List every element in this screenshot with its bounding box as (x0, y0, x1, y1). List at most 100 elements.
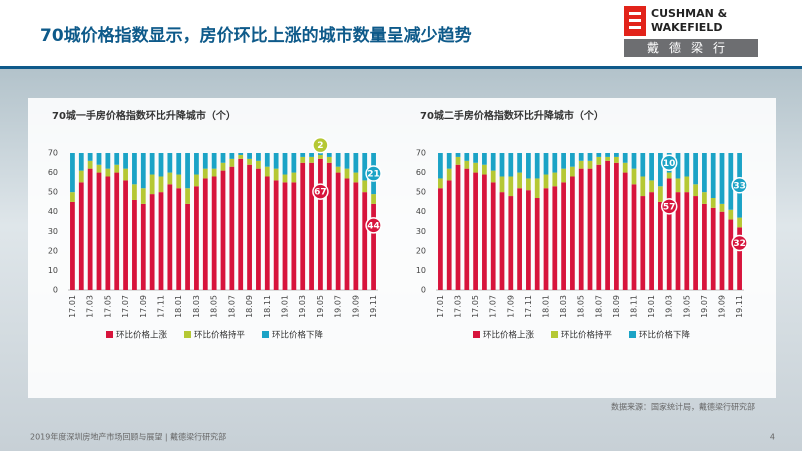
y-tick-label: 20 (48, 246, 58, 255)
legend-swatch (473, 331, 480, 338)
bar-segment (693, 184, 698, 197)
y-tick-label: 10 (416, 266, 426, 275)
bar-segment (464, 153, 470, 161)
bar-segment (517, 188, 522, 290)
legend-swatch (629, 331, 636, 338)
bar-segment (202, 168, 208, 179)
bar-segment (273, 180, 279, 290)
chart-title: 70城二手房价格指数环比升降城市（个） (420, 109, 604, 122)
x-tick-label: 19.07 (334, 295, 343, 318)
bar-segment (282, 174, 288, 183)
bar-segment (256, 153, 261, 161)
bar-segment (309, 162, 314, 290)
data-label-badge (312, 183, 329, 200)
bar-segment (318, 153, 323, 155)
x-tick-label: 18.09 (612, 295, 621, 318)
y-tick-label: 40 (48, 207, 58, 216)
y-tick-label: 40 (416, 207, 426, 216)
bar-segment (149, 194, 155, 290)
bar-segment (587, 168, 593, 290)
x-tick-label: 17.09 (139, 295, 148, 318)
bar-segment (490, 170, 496, 183)
bar-segment (482, 153, 487, 165)
bar-segment (300, 153, 306, 157)
bar-segment (719, 203, 725, 212)
bar-segment (176, 174, 182, 189)
bar-segment (318, 154, 323, 159)
bar-segment (132, 199, 137, 290)
bar-segment (326, 162, 332, 290)
y-tick-label: 70 (416, 149, 426, 158)
bar-segment (596, 153, 602, 157)
x-tick-label: 19.11 (369, 295, 378, 318)
bar-segment (728, 153, 734, 210)
bar-segment (362, 153, 368, 181)
logo-stripe (629, 26, 641, 29)
legend-label: 环比价格上涨 (483, 330, 535, 341)
bar-segment (658, 153, 663, 187)
page-number: 4 (770, 433, 775, 442)
data-label-badge (365, 217, 382, 234)
data-label: 21 (367, 170, 380, 180)
bar-segment (552, 186, 558, 290)
bar-segment (702, 192, 707, 204)
bar-segment (123, 153, 128, 169)
bar-segment (273, 153, 279, 169)
data-label-badge (365, 165, 382, 182)
bar-segment (508, 176, 514, 197)
x-tick-label: 19.01 (647, 295, 656, 318)
bar-segment (353, 182, 359, 290)
bar-segment (640, 196, 646, 290)
x-tick-label: 18.11 (630, 295, 639, 318)
bar-segment (273, 168, 279, 181)
bar-segment (264, 153, 270, 167)
x-tick-label: 19.09 (351, 295, 360, 318)
bar-segment (526, 153, 531, 179)
bar-segment (362, 180, 368, 193)
bar-segment (534, 178, 540, 199)
bar-segment (167, 172, 173, 185)
data-label: 57 (663, 202, 676, 212)
bar-segment (658, 186, 663, 202)
bar-segment (158, 176, 164, 193)
y-tick-label: 50 (416, 188, 426, 197)
bar-segment (499, 192, 505, 290)
logo-band (624, 39, 758, 57)
bar-segment (578, 153, 584, 161)
bar-segment (194, 174, 199, 187)
bar-segment (640, 153, 646, 177)
bar-segment (622, 162, 628, 173)
x-tick-label: 17.03 (454, 295, 463, 318)
bar-segment (666, 172, 672, 179)
bar-segment (87, 153, 93, 161)
legend-label: 环比价格持平 (561, 330, 613, 341)
bar-segment (247, 153, 252, 159)
y-tick-label: 0 (421, 286, 426, 295)
bar-segment (78, 182, 84, 290)
data-label: 2 (317, 141, 323, 151)
bar-segment (622, 153, 628, 163)
bar-segment (675, 178, 681, 193)
bar-segment (211, 153, 217, 169)
logo-chinese: 戴德梁行 (647, 40, 735, 55)
bar-segment (473, 172, 478, 290)
x-tick-label: 17.07 (489, 295, 498, 318)
legend-label: 环比价格下降 (272, 330, 324, 341)
bar-segment (464, 168, 470, 290)
bar-segment (211, 176, 217, 290)
bar-segment (70, 192, 75, 202)
bar-segment (728, 219, 734, 290)
bar-segment (473, 162, 478, 173)
x-tick-label: 17.09 (506, 295, 515, 318)
x-tick-label: 18.01 (542, 295, 551, 318)
bar-segment (291, 153, 297, 173)
bar-segment (710, 153, 716, 199)
bar-segment (167, 153, 173, 173)
bar-segment (543, 153, 549, 175)
bar-segment (675, 192, 681, 290)
bar-segment (561, 153, 566, 169)
bar-segment (464, 160, 470, 169)
bar-segment (561, 168, 566, 183)
bar-segment (371, 194, 376, 204)
bar-segment (605, 160, 610, 290)
